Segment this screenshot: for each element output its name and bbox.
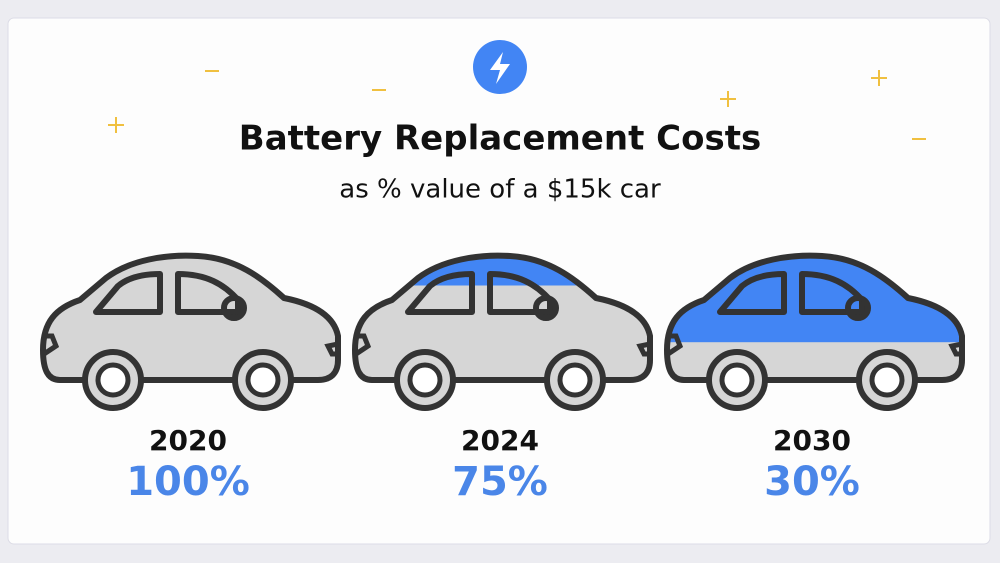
light [354,333,372,357]
window [93,271,163,315]
mirror [221,295,247,321]
value-label: 100% [126,459,250,505]
hub [719,362,755,398]
mirror [845,295,871,321]
window [487,271,553,315]
light [666,333,684,357]
hub [245,362,281,398]
chart-title: Battery Replacement Costs [239,119,761,159]
window [717,271,787,315]
car-outline [40,252,341,383]
window [405,271,475,315]
hub [869,362,905,398]
bolt [490,52,510,84]
year-label: 2030 [773,424,851,457]
chart-subtitle: as % value of a $15k car [339,175,661,205]
hub [95,362,131,398]
light [636,341,651,357]
hub [407,362,443,398]
year-label: 2020 [149,424,227,457]
car [352,252,653,411]
window [175,271,241,315]
light [324,341,339,357]
car-outline [664,252,965,383]
year-label: 2024 [461,424,539,457]
light [42,333,60,357]
hub [557,362,593,398]
decorations [108,70,926,140]
value-label: 75% [452,459,548,505]
mirror [533,295,559,321]
window [799,271,865,315]
light [948,341,963,357]
value-label: 30% [764,459,860,505]
car-outline [352,252,653,383]
